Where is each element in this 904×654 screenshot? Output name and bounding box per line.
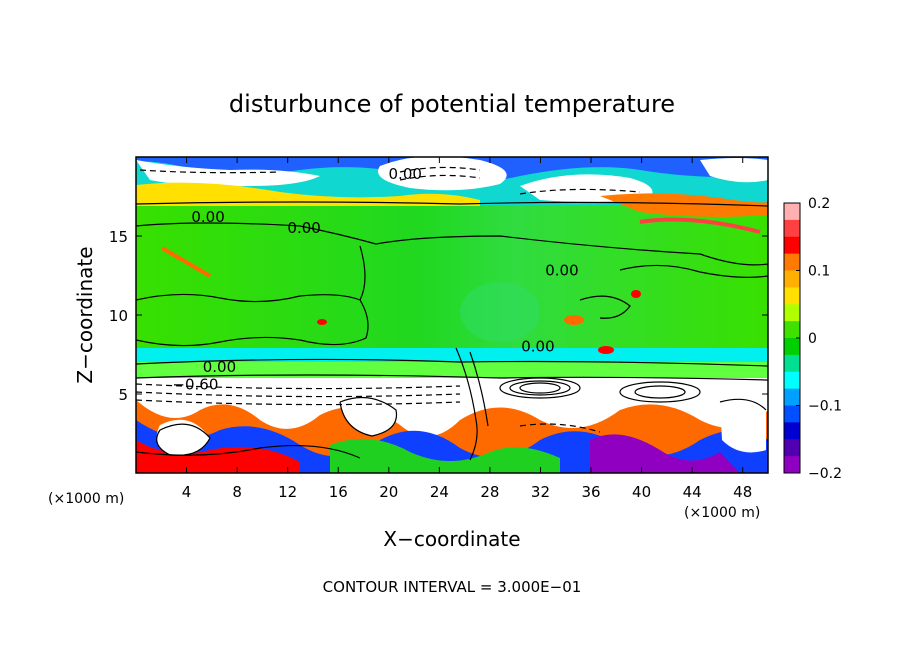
colorbar-swatch	[784, 388, 800, 406]
upper-layer-field	[136, 157, 768, 217]
contour-label: 0.00	[521, 337, 554, 355]
x-tick-label: 28	[480, 483, 499, 501]
colorbar-tick-label: 0	[808, 331, 817, 347]
light-band	[136, 362, 768, 378]
contour-label: 0.00	[389, 165, 422, 183]
chart-title: disturbunce of potential temperature	[229, 90, 675, 118]
colorbar-swatch	[784, 270, 800, 288]
colorbar-swatch	[784, 287, 800, 305]
x-tick-label: 20	[379, 483, 398, 501]
colorbar-labels: 0.2 0.1 0 −0.1 −0.2	[796, 196, 842, 482]
x-tick-label: 48	[733, 483, 752, 501]
colorbar-swatch	[784, 236, 800, 255]
x-unit-label-right: (×1000 m)	[684, 505, 760, 521]
x-tick-label: 12	[278, 483, 297, 501]
colorbar-swatch	[784, 203, 800, 221]
lower-layer-field	[136, 378, 768, 473]
contour-label: 0.00	[545, 262, 578, 280]
contour-label: 0.00	[203, 358, 236, 376]
contour-labels: 0.000.000.000.000.000.00−0.60	[172, 165, 578, 393]
x-tick-label: 32	[531, 483, 550, 501]
contour-label: −0.60	[172, 375, 218, 393]
y-axis-title: Z−coordinate	[73, 246, 97, 383]
x-tick-label: 36	[581, 483, 600, 501]
colorbar-swatch	[784, 338, 800, 356]
y-tick-label: 10	[109, 307, 128, 325]
contour-label: 0.00	[287, 219, 320, 237]
x-tick-label: 8	[232, 483, 242, 501]
colorbar-swatch	[784, 405, 800, 423]
contour-interval-label: CONTOUR INTERVAL = 3.000E−01	[323, 578, 582, 596]
x-tick-label: 24	[430, 483, 449, 501]
colorbar-tick-label: −0.1	[808, 399, 842, 415]
contour-label: 0.00	[191, 208, 224, 226]
colorbar-swatch	[784, 456, 800, 474]
colorbar-swatch	[784, 304, 800, 322]
colorbar-swatch	[784, 354, 800, 373]
x-tick-label: 40	[632, 483, 651, 501]
colorbar-swatch	[784, 371, 800, 390]
y-tick-label: 15	[109, 228, 128, 246]
y-tick-label: 5	[118, 386, 128, 404]
colorbar-swatch	[784, 422, 800, 440]
x-tick-label: 44	[683, 483, 702, 501]
x-unit-label-left: (×1000 m)	[48, 491, 124, 507]
small-features	[160, 217, 761, 354]
colorbar-tick-label: −0.2	[808, 466, 842, 482]
colorbar-swatch	[784, 321, 800, 339]
colorbar-tick-label: 0.2	[808, 196, 830, 212]
colorbar-swatch	[784, 219, 800, 238]
plot-area: 0.000.000.000.000.000.00−0.60	[136, 157, 768, 473]
x-axis-title: X−coordinate	[383, 527, 520, 551]
colorbar-tick-label: 0.1	[808, 264, 830, 280]
x-axis: 4 8 12 16 20 24 28 32 36 40 44 48	[182, 157, 752, 501]
x-tick-label: 4	[182, 483, 192, 501]
colorbar-swatch	[784, 253, 800, 271]
x-tick-label: 16	[329, 483, 348, 501]
colorbar	[784, 203, 800, 474]
y-axis: 5 10 15	[109, 228, 768, 404]
colorbar-swatch	[784, 439, 800, 457]
contour-lines	[136, 166, 768, 461]
